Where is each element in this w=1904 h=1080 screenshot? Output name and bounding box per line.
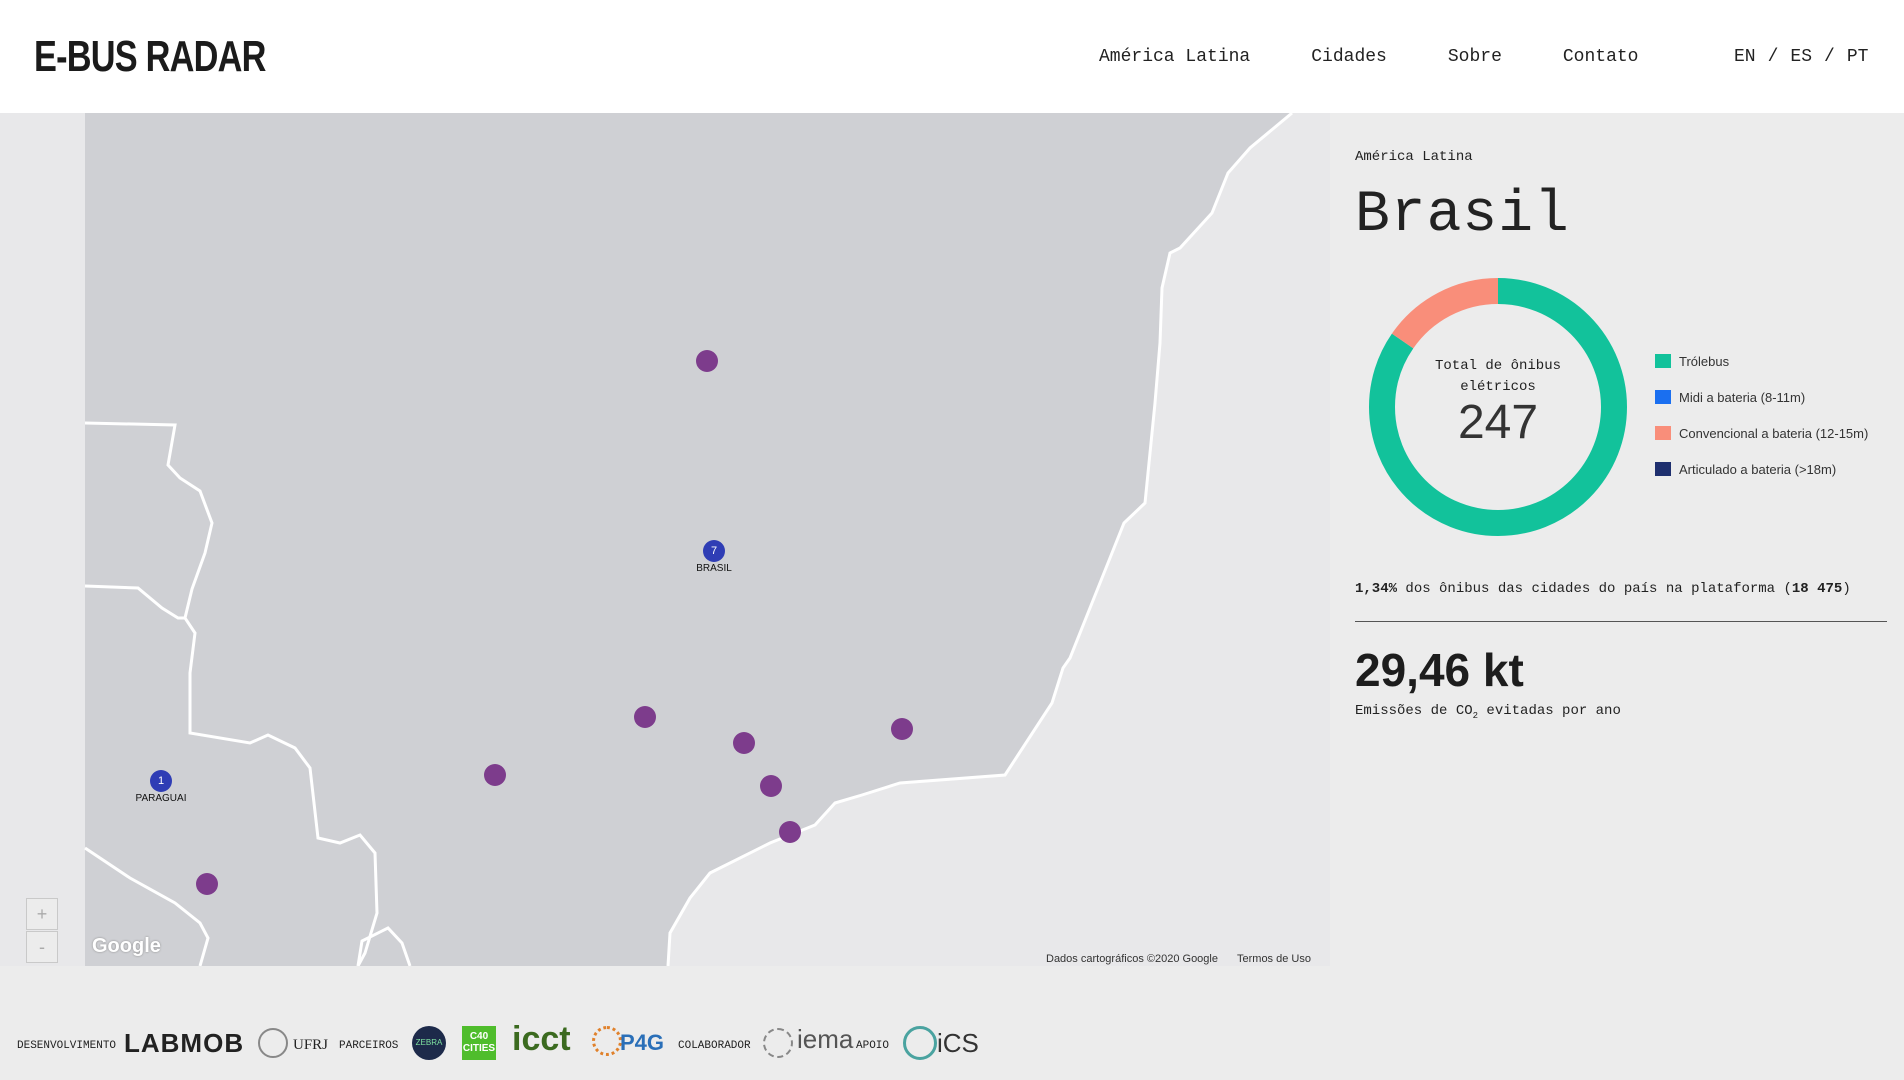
legend-label: Trólebus [1679, 353, 1730, 369]
divider [1355, 621, 1887, 622]
ics-icon [903, 1026, 937, 1060]
legend-label: Articulado a bateria (>18m) [1679, 461, 1837, 477]
city-marker[interactable] [891, 718, 913, 740]
legend-swatch [1655, 354, 1671, 368]
c40-top: C40 [469, 1031, 489, 1042]
legend-swatch [1655, 390, 1671, 404]
cluster-label-paraguai: PARAGUAI [135, 793, 187, 804]
legend-item-trolebus: Trólebus [1655, 343, 1868, 379]
legend-label: Convencional a bateria (12-15m) [1679, 425, 1869, 441]
donut-legend: Trólebus Midi a bateria (8-11m) Convenci… [1655, 343, 1868, 487]
legend-item-convencional: Convencional a bateria (12-15m) [1655, 415, 1868, 451]
legend-swatch [1655, 426, 1671, 440]
emissions-label-pre: Emissões de CO [1355, 703, 1473, 719]
nav-sobre[interactable]: Sobre [1447, 47, 1502, 67]
city-marker[interactable] [733, 732, 755, 754]
lang-es[interactable]: ES [1790, 47, 1813, 67]
emissions-label-sub: 2 [1472, 710, 1479, 721]
ufrj-logo[interactable]: UFRJ [293, 1037, 329, 1053]
emissions-value: 29,46 kt [1355, 644, 1524, 696]
language-switcher: EN / ES / PT [1734, 47, 1868, 67]
legend-item-articulado: Articulado a bateria (>18m) [1655, 451, 1868, 487]
city-marker[interactable] [779, 821, 801, 843]
donut-segment-2[interactable] [1369, 278, 1627, 536]
iema-icon [763, 1028, 793, 1058]
iema-logo[interactable]: iema [797, 1024, 854, 1054]
emissions-label: Emissões de CO2 evitadas por ano [1355, 703, 1621, 721]
nav-america-latina[interactable]: América Latina [1099, 47, 1251, 67]
donut-label: Total de ônibus elétricos [1434, 358, 1562, 395]
cluster-label-brasil: BRASIL [696, 563, 732, 574]
google-logo: Google [92, 935, 161, 957]
lang-pt[interactable]: PT [1846, 47, 1869, 67]
p4g-icon [592, 1026, 622, 1056]
map-land [0, 113, 1293, 966]
site-logo[interactable]: E-BUS RADAR [34, 32, 266, 81]
lang-separator: / [1824, 47, 1835, 67]
city-marker[interactable] [760, 775, 782, 797]
footer-label-desenvolvimento: DESENVOLVIMENTO [17, 1040, 117, 1052]
city-marker[interactable] [484, 764, 506, 786]
c40-logo[interactable]: C40 CITIES [462, 1026, 496, 1060]
footer-label-colaborador: COLABORADOR [678, 1040, 751, 1052]
donut-svg [1369, 278, 1627, 536]
donut-chart: Total de ônibus elétricos 247 [1369, 278, 1627, 536]
zoom-out-button[interactable]: - [26, 931, 58, 963]
footer: DESENVOLVIMENTO LABMOB UFRJ PARCEIROS ZE… [0, 966, 1904, 1080]
share-percent: 1,34% [1355, 581, 1398, 597]
header: E-BUS RADAR América Latina Cidades Sobre… [0, 0, 1904, 113]
lang-en[interactable]: EN [1734, 47, 1756, 67]
legend-item-midi: Midi a bateria (8-11m) [1655, 379, 1868, 415]
share-text: dos ônibus das cidades do país na plataf… [1397, 581, 1792, 597]
map[interactable]: 7 BRASIL 1 PARAGUAI + - Google Dados car… [0, 113, 1330, 966]
nav-cidades[interactable]: Cidades [1311, 47, 1387, 67]
cluster-marker-brasil[interactable]: 7 [703, 540, 725, 562]
country-title: Brasil [1355, 183, 1570, 248]
footer-label-parceiros: PARCEIROS [339, 1040, 399, 1052]
c40-bottom: CITIES [462, 1043, 496, 1054]
city-marker[interactable] [634, 706, 656, 728]
main-nav: América Latina Cidades Sobre Contato [1099, 47, 1700, 67]
share-close: ) [1842, 581, 1851, 597]
lang-separator: / [1767, 47, 1779, 67]
ufrj-seal-icon [258, 1028, 288, 1058]
emissions-label-post: evitadas por ano [1478, 703, 1621, 719]
legend-label: Midi a bateria (8-11m) [1679, 389, 1806, 405]
city-marker[interactable] [696, 350, 718, 372]
share-count: 18 475 [1791, 581, 1843, 597]
fleet-share: 1,34% dos ônibus das cidades do país na … [1355, 581, 1851, 597]
zoom-in-button[interactable]: + [26, 898, 58, 930]
ics-logo[interactable]: iCS [937, 1028, 979, 1058]
icct-logo[interactable]: icct [512, 1020, 571, 1058]
city-marker[interactable] [196, 873, 218, 895]
footer-label-apoio: APOIO [856, 1040, 890, 1052]
zebra-logo[interactable]: ZEBRA [412, 1026, 446, 1060]
legend-swatch [1655, 462, 1671, 476]
map-terms-link[interactable]: Termos de Uso [1237, 953, 1311, 965]
cluster-marker-paraguai[interactable]: 1 [150, 770, 172, 792]
p4g-logo[interactable]: P4G [620, 1030, 665, 1055]
donut-total: 247 [1457, 396, 1539, 449]
country-panel: América Latina Brasil Total de ônibus el… [1355, 113, 1904, 966]
nav-contato[interactable]: Contato [1562, 47, 1639, 67]
map-attribution: Dados cartográficos ©2020 Google [1046, 953, 1218, 965]
region-label: América Latina [1355, 149, 1473, 165]
labmob-logo[interactable]: LABMOB [124, 1028, 245, 1058]
donut-center: Total de ônibus elétricos 247 [1369, 278, 1627, 536]
